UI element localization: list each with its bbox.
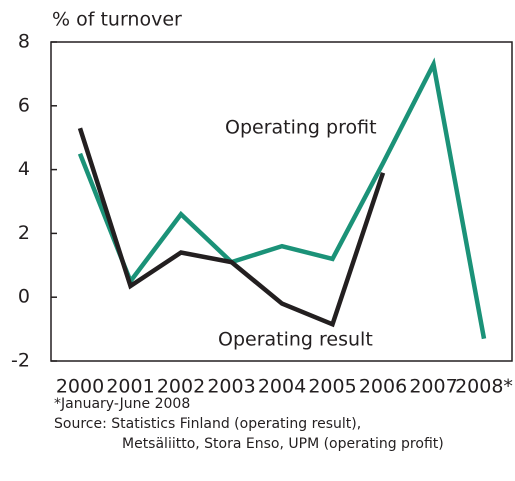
x-tick-label: 2001 (106, 376, 154, 398)
series-label: Operating profit (225, 117, 377, 139)
y-tick-label: 0 (18, 286, 30, 308)
y-tick-label: 8 (18, 31, 30, 53)
x-tick-label: 2000 (56, 376, 104, 398)
series-line (77, 57, 487, 340)
x-tick-label: 2003 (207, 376, 255, 398)
x-tick-label: 2007 (409, 376, 457, 398)
footnote: *January-June 2008 (54, 396, 190, 412)
y-axis-label: % of turnover (52, 9, 182, 31)
x-tick-label: 2004 (258, 376, 306, 398)
plot-frame (50, 41, 513, 362)
y-tick-label: 2 (18, 222, 30, 244)
x-tick-label: 2006 (359, 376, 407, 398)
y-tick-label: -2 (11, 350, 30, 372)
x-tick-label: 2008* (455, 376, 513, 398)
y-tick-label: 6 (18, 94, 30, 116)
y-tick-label: 4 (18, 158, 30, 180)
x-tick-label: 2002 (157, 376, 205, 398)
x-tick-label: 2005 (308, 376, 356, 398)
source: Metsäliitto, Stora Enso, UPM (operating … (122, 436, 444, 452)
source: Source: Statistics Finland (operating re… (54, 416, 361, 432)
series-label: Operating result (218, 329, 373, 351)
series-line (77, 127, 386, 328)
